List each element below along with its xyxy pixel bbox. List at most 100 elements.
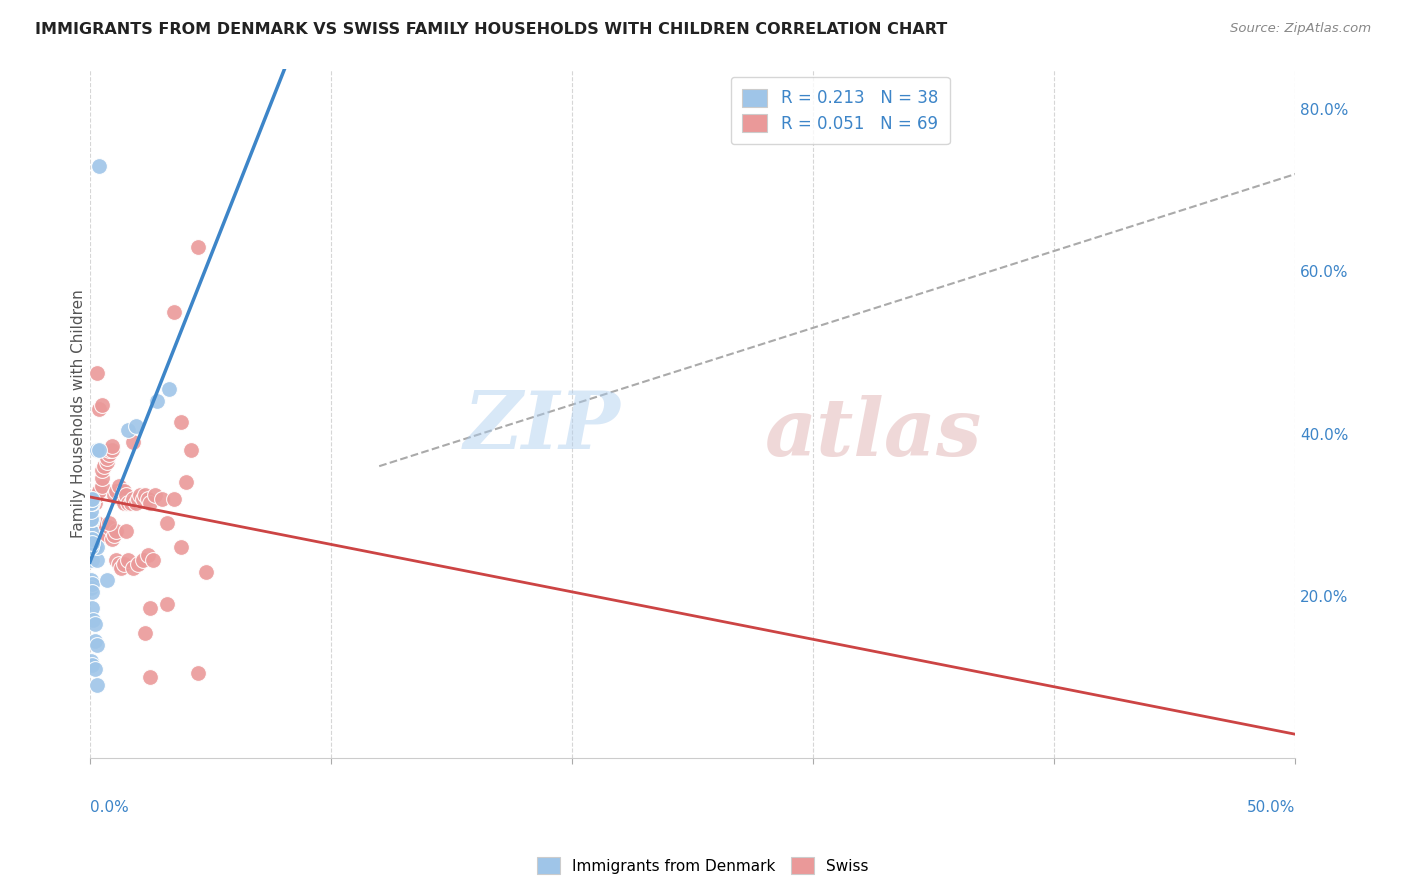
Point bbox=[86, 487, 108, 501]
Point bbox=[120, 496, 142, 510]
Point bbox=[98, 520, 121, 534]
Point bbox=[117, 496, 139, 510]
Point bbox=[90, 479, 112, 493]
Point bbox=[146, 394, 169, 409]
Point bbox=[98, 442, 121, 457]
Point bbox=[80, 516, 103, 530]
Text: 0.0%: 0.0% bbox=[90, 800, 128, 814]
Point bbox=[80, 533, 103, 547]
Point bbox=[105, 524, 128, 538]
Point bbox=[89, 402, 111, 417]
Point bbox=[124, 418, 146, 433]
Text: atlas: atlas bbox=[765, 395, 983, 473]
Point bbox=[82, 496, 104, 510]
Point bbox=[89, 483, 111, 498]
Point bbox=[134, 487, 156, 501]
Point bbox=[103, 487, 125, 501]
Point bbox=[122, 434, 145, 449]
Point bbox=[124, 496, 146, 510]
Legend: R = 0.213   N = 38, R = 0.051   N = 69: R = 0.213 N = 38, R = 0.051 N = 69 bbox=[731, 77, 949, 145]
Point bbox=[112, 483, 135, 498]
Point bbox=[90, 463, 112, 477]
Point bbox=[80, 496, 103, 510]
Point bbox=[80, 541, 103, 555]
Point bbox=[89, 159, 111, 173]
Point bbox=[163, 305, 186, 319]
Point bbox=[122, 491, 145, 506]
Point bbox=[96, 573, 118, 587]
Point bbox=[105, 552, 128, 566]
Point bbox=[82, 491, 104, 506]
Point bbox=[80, 491, 103, 506]
Point bbox=[83, 633, 105, 648]
Point bbox=[100, 533, 122, 547]
Point bbox=[180, 442, 202, 457]
Point bbox=[107, 557, 129, 571]
Point bbox=[96, 528, 118, 542]
Point bbox=[80, 581, 103, 595]
Point bbox=[194, 565, 217, 579]
Point bbox=[129, 487, 152, 501]
Point bbox=[82, 613, 104, 627]
Text: Source: ZipAtlas.com: Source: ZipAtlas.com bbox=[1230, 22, 1371, 36]
Text: ZIP: ZIP bbox=[464, 389, 620, 466]
Point bbox=[170, 541, 193, 555]
Y-axis label: Family Households with Children: Family Households with Children bbox=[72, 289, 86, 538]
Point bbox=[100, 442, 122, 457]
Point bbox=[86, 541, 108, 555]
Point bbox=[82, 658, 104, 673]
Point bbox=[110, 491, 132, 506]
Point bbox=[86, 366, 108, 380]
Point bbox=[117, 552, 139, 566]
Point bbox=[141, 552, 163, 566]
Point bbox=[115, 487, 138, 501]
Point bbox=[139, 670, 162, 684]
Point bbox=[136, 549, 159, 563]
Point bbox=[163, 491, 186, 506]
Point bbox=[80, 504, 103, 518]
Point bbox=[86, 552, 108, 566]
Point bbox=[96, 451, 118, 466]
Point bbox=[93, 528, 115, 542]
Point bbox=[136, 491, 159, 506]
Point bbox=[187, 666, 209, 681]
Point bbox=[96, 455, 118, 469]
Point bbox=[156, 516, 179, 530]
Point bbox=[176, 475, 198, 490]
Point bbox=[157, 382, 180, 396]
Point bbox=[143, 487, 166, 501]
Point bbox=[82, 585, 104, 599]
Point bbox=[80, 654, 103, 668]
Point bbox=[103, 528, 125, 542]
Point bbox=[98, 447, 121, 461]
Point bbox=[100, 439, 122, 453]
Point bbox=[117, 423, 139, 437]
Point bbox=[90, 398, 112, 412]
Point bbox=[86, 638, 108, 652]
Point bbox=[139, 496, 162, 510]
Point bbox=[80, 524, 103, 538]
Point bbox=[170, 415, 193, 429]
Point bbox=[86, 516, 108, 530]
Point bbox=[83, 541, 105, 555]
Point bbox=[115, 524, 138, 538]
Point bbox=[82, 536, 104, 550]
Point bbox=[83, 617, 105, 632]
Point bbox=[83, 662, 105, 676]
Legend: Immigrants from Denmark, Swiss: Immigrants from Denmark, Swiss bbox=[531, 851, 875, 880]
Point bbox=[90, 471, 112, 485]
Text: IMMIGRANTS FROM DENMARK VS SWISS FAMILY HOUSEHOLDS WITH CHILDREN CORRELATION CHA: IMMIGRANTS FROM DENMARK VS SWISS FAMILY … bbox=[35, 22, 948, 37]
Point bbox=[127, 557, 149, 571]
Point bbox=[127, 491, 149, 506]
Point bbox=[82, 533, 104, 547]
Point bbox=[132, 552, 155, 566]
Point bbox=[139, 601, 162, 615]
Point bbox=[86, 442, 108, 457]
Point bbox=[122, 560, 145, 574]
Point bbox=[112, 496, 135, 510]
Point bbox=[82, 601, 104, 615]
Point bbox=[134, 625, 156, 640]
Point bbox=[82, 552, 104, 566]
Point bbox=[80, 573, 103, 587]
Point bbox=[86, 678, 108, 692]
